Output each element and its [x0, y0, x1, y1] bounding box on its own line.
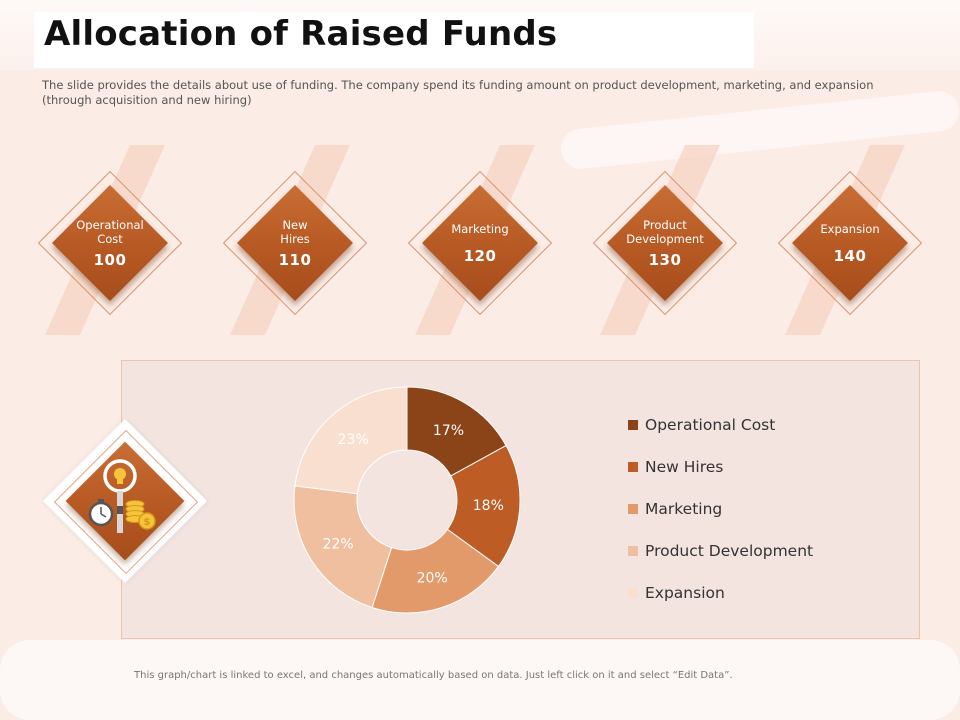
card-label: Marketing — [451, 221, 509, 236]
card-text: Operational Cost 100 — [37, 170, 183, 316]
page-subtitle: The slide provides the details about use… — [42, 78, 874, 107]
page-title: Allocation of Raised Funds — [44, 14, 558, 54]
legend-item: Expansion — [628, 572, 813, 614]
panel-icon-diamond: $ — [42, 418, 208, 584]
legend-swatch — [628, 588, 638, 598]
card-label: New Hires — [280, 217, 310, 246]
card-value: 120 — [463, 246, 497, 265]
card-label: Operational Cost — [76, 217, 144, 246]
card-value: 110 — [278, 250, 312, 269]
legend-label: Marketing — [645, 500, 723, 518]
card-new-hires: New Hires 110 — [222, 170, 368, 316]
card-text: New Hires 110 — [222, 170, 368, 316]
legend-swatch — [628, 462, 638, 472]
donut-slice[interactable] — [371, 528, 500, 614]
card-label: Product Development — [626, 217, 704, 246]
card-text: Marketing 120 — [407, 170, 553, 316]
card-text: Product Development 130 — [592, 170, 738, 316]
legend-item: New Hires — [628, 446, 813, 488]
legend-item: Marketing — [628, 488, 813, 530]
svg-text:$: $ — [144, 517, 151, 528]
legend-label: Operational Cost — [645, 416, 776, 434]
legend-label: Product Development — [645, 542, 814, 560]
legend-item: Operational Cost — [628, 404, 813, 446]
donut-slice-label: 18% — [473, 498, 504, 514]
donut-slice[interactable] — [294, 386, 408, 495]
legend-item: Product Development — [628, 530, 813, 572]
card-value: 140 — [833, 246, 867, 265]
donut-slice-label: 17% — [433, 423, 464, 439]
donut-slice[interactable] — [446, 444, 521, 568]
card-text: Expansion 140 — [777, 170, 923, 316]
legend-label: New Hires — [645, 458, 724, 476]
donut-slice-label: 22% — [323, 537, 354, 553]
donut-chart[interactable]: 17% 18% 20% 22% 23% — [290, 385, 524, 615]
donut-slice[interactable] — [293, 485, 393, 609]
card-expansion: Expansion 140 — [777, 170, 923, 316]
footer-note: This graph/chart is linked to excel, and… — [134, 670, 733, 681]
card-value: 100 — [93, 250, 127, 269]
legend-swatch — [628, 546, 638, 556]
card-product-development: Product Development 130 — [592, 170, 738, 316]
legend-swatch — [628, 420, 638, 430]
card-operational-cost: Operational Cost 100 — [37, 170, 183, 316]
card-label: Expansion — [820, 221, 880, 236]
legend-label: Expansion — [645, 584, 725, 602]
card-value: 130 — [648, 250, 682, 269]
donut-slice-label: 23% — [338, 432, 369, 448]
background-stroke — [0, 640, 960, 720]
legend-swatch — [628, 504, 638, 514]
title-box — [34, 12, 754, 68]
donut-slice-label: 20% — [417, 571, 448, 587]
chart-legend: Operational Cost New Hires Marketing Produc… — [628, 404, 813, 614]
card-marketing: Marketing 120 — [407, 170, 553, 316]
stopwatch-money-lightbulb-icon: $ — [88, 459, 156, 533]
